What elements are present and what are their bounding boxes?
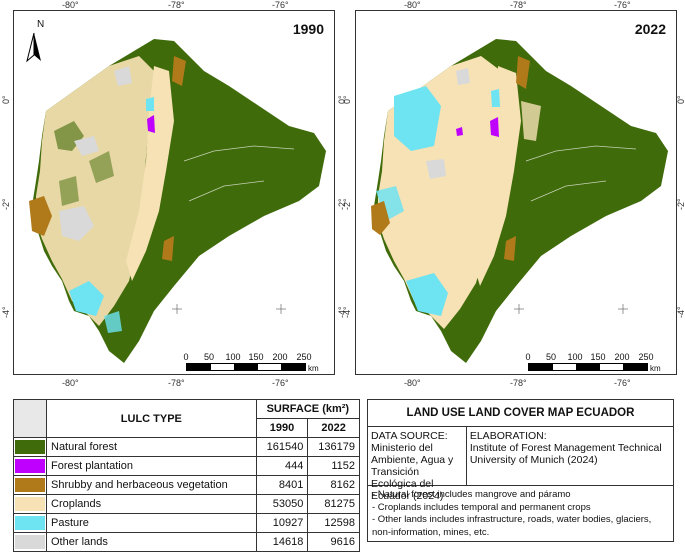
ecuador-map-2022 xyxy=(371,39,668,363)
legend-row: Pasture 10927 12598 xyxy=(13,513,360,533)
scalebar: 0 50 100 150 200 250 km xyxy=(183,352,319,373)
legend-row: Natural forest 161540 136179 xyxy=(13,437,360,457)
lon-tick-top: -78° xyxy=(510,0,527,10)
lon-tick-top: -76° xyxy=(272,0,289,10)
shrubby-vegetation-swatch xyxy=(15,478,45,492)
surface-header: SURFACE (km²) xyxy=(255,399,361,419)
lon-tick-top: -78° xyxy=(168,0,185,10)
notes: - Natural forest includes mangrove and p… xyxy=(368,486,673,542)
lat-tick-right: -2° xyxy=(676,198,685,210)
lon-tick-bottom: -80° xyxy=(62,378,79,388)
map-title: LAND USE LAND COVER MAP ECUADOR xyxy=(368,400,673,427)
lat-tick-left: 0° xyxy=(342,95,352,104)
year-1990-header: 1990 xyxy=(255,418,309,438)
legend-row: Other lands 14618 9616 xyxy=(13,532,360,552)
lat-tick-left: 0° xyxy=(1,95,11,104)
map-panel-2022: 2022 0 50 100 150 200 250 km xyxy=(355,10,677,375)
lon-tick-bottom: -78° xyxy=(168,378,185,388)
legend-row: Shrubby and herbaceous vegetation 8401 8… xyxy=(13,475,360,495)
data-source: DATA SOURCE: Ministerio del Ambiente, Ag… xyxy=(368,427,467,502)
lon-tick-bottom: -76° xyxy=(272,378,289,388)
legend-table: LULC TYPE SURFACE (km²) 1990 2022 Natura… xyxy=(13,399,361,552)
elaboration: ELABORATION: Institute of Forest Managem… xyxy=(469,430,662,466)
lon-tick-top: -76° xyxy=(614,0,631,10)
forest-plantation-swatch xyxy=(15,459,45,473)
note: - Other lands includes infrastructure, r… xyxy=(372,514,652,538)
map-year-label: 1990 xyxy=(292,21,324,37)
natural-forest-swatch xyxy=(15,440,45,454)
lat-tick-right: -4° xyxy=(676,306,685,318)
lat-tick-left: -2° xyxy=(1,198,11,210)
north-arrow-icon: N xyxy=(24,19,44,63)
map-panel-1990: 1990 N 0 50 100 150 200 250 km xyxy=(13,10,335,375)
ecuador-map-1990 xyxy=(29,39,326,363)
lat-tick-left: -4° xyxy=(342,306,352,318)
lulc-type-header: LULC TYPE xyxy=(46,399,257,438)
scalebar: 0 50 100 150 200 250 km xyxy=(525,352,661,373)
year-2022-header: 2022 xyxy=(307,418,360,438)
lat-tick-left: -2° xyxy=(342,198,352,210)
lon-tick-top: -80° xyxy=(404,0,421,10)
note: - Natural forest includes mangrove and p… xyxy=(372,489,571,500)
lon-tick-bottom: -76° xyxy=(614,378,631,388)
pasture-swatch xyxy=(15,516,45,530)
croplands-swatch xyxy=(15,497,45,511)
lat-tick-left: -4° xyxy=(1,306,11,318)
other-lands-swatch xyxy=(15,535,45,549)
lon-tick-bottom: -78° xyxy=(510,378,527,388)
note: - Croplands includes temporal and perman… xyxy=(372,501,591,513)
info-box: LAND USE LAND COVER MAP ECUADOR DATA SOU… xyxy=(367,399,674,542)
lat-tick-right: 0° xyxy=(676,95,685,104)
lon-tick-bottom: -80° xyxy=(404,378,421,388)
map-year-label: 2022 xyxy=(634,21,666,37)
legend-row: Croplands 53050 81275 xyxy=(13,494,360,514)
legend-row: Forest plantation 444 1152 xyxy=(13,456,360,476)
lon-tick-top: -80° xyxy=(62,0,79,10)
